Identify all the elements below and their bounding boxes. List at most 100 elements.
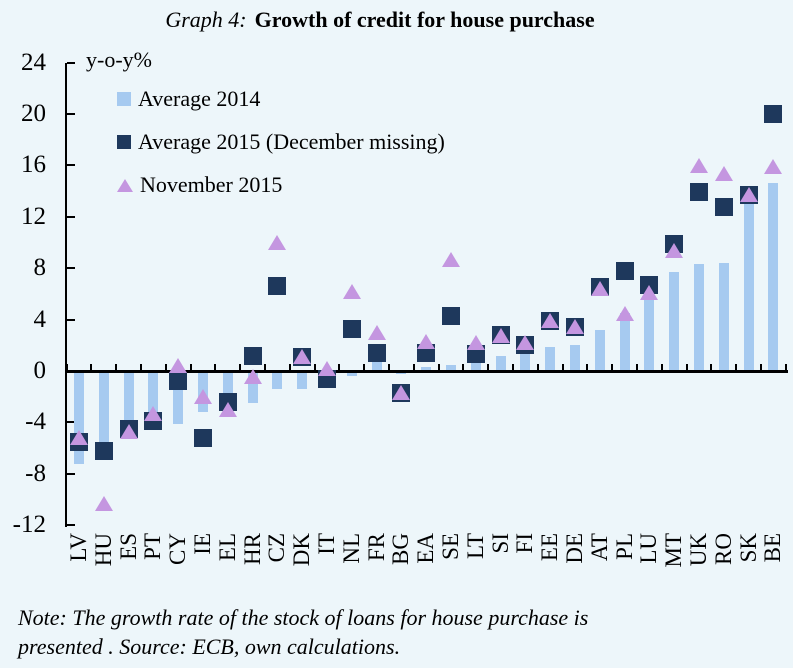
x-category-label: SE <box>438 533 463 560</box>
bar-avg2014 <box>247 371 258 404</box>
nov2015-marker <box>293 349 312 365</box>
x-category-label: EA <box>413 533 439 564</box>
avg2015-marker <box>194 428 212 447</box>
x-category-label: EL <box>214 533 240 562</box>
x-category-label: FR <box>363 533 389 562</box>
x-tick <box>611 363 614 371</box>
x-tick <box>462 363 465 371</box>
nov2015-triangle-icon <box>117 178 133 192</box>
bar-avg2014 <box>718 263 729 371</box>
bar-avg2014 <box>470 363 481 371</box>
x-category-label: SK <box>735 533 761 563</box>
nov2015-marker <box>566 318 584 334</box>
x-tick <box>660 363 663 371</box>
y-axis-line <box>65 62 67 528</box>
x-category-label: RO <box>710 533 736 565</box>
avg2015-marker <box>367 344 386 362</box>
x-tick <box>264 363 266 371</box>
avg2015-marker <box>442 306 460 325</box>
x-category-label: BG <box>388 533 414 565</box>
bar-avg2014 <box>74 371 84 464</box>
legend-label-avg2015: Average 2015 (December missing) <box>138 129 445 154</box>
bar-avg2014 <box>173 371 184 424</box>
x-tick <box>313 363 316 371</box>
y-tick-label: 12 <box>21 202 46 230</box>
avg2015-marker <box>94 441 113 460</box>
avg2015-marker <box>615 261 634 280</box>
zero-line <box>65 369 788 373</box>
x-tick <box>65 363 68 371</box>
bar-avg2014 <box>520 353 531 371</box>
legend-entry-avg2014: Average 2014 <box>117 84 445 114</box>
x-tick <box>189 363 192 371</box>
x-tick <box>239 363 242 371</box>
nov2015-marker <box>615 305 634 321</box>
nov2015-marker <box>516 335 535 351</box>
nov2015-marker <box>218 402 237 418</box>
avg2015-marker <box>169 372 188 391</box>
x-category-label: CY <box>165 533 191 565</box>
x-tick <box>437 363 440 371</box>
y-tick-label: 8 <box>33 254 47 282</box>
bar-avg2014 <box>272 371 283 389</box>
x-tick <box>636 363 638 371</box>
y-tick-label: 4 <box>33 305 47 333</box>
x-tick <box>710 363 713 371</box>
x-tick <box>586 363 589 371</box>
x-category-label: UK <box>686 533 711 567</box>
x-tick <box>338 363 341 371</box>
bar-avg2014 <box>346 371 357 377</box>
y-tick-label: 0 <box>33 357 47 384</box>
nov2015-marker <box>491 327 510 343</box>
y-tick <box>67 318 75 321</box>
x-tick <box>784 363 787 371</box>
y-tick <box>67 267 75 270</box>
x-tick <box>735 363 738 371</box>
nov2015-marker <box>764 159 783 175</box>
x-tick <box>363 363 366 371</box>
nov2015-marker <box>541 313 560 329</box>
nov2015-marker <box>144 405 163 421</box>
nov2015-marker <box>714 165 733 181</box>
avg2015-marker <box>268 277 287 296</box>
nov2015-marker <box>119 423 138 439</box>
nov2015-marker <box>739 187 758 203</box>
x-category-label: SI <box>487 533 513 554</box>
bar-avg2014 <box>619 313 630 371</box>
avg2015-marker <box>690 183 708 202</box>
bar-avg2014 <box>495 355 506 371</box>
x-tick <box>164 363 167 371</box>
x-category-label: AT <box>586 533 612 562</box>
nov2015-marker <box>318 360 336 376</box>
x-tick <box>412 363 415 371</box>
nov2015-marker <box>392 385 411 401</box>
avg2015-marker <box>243 346 262 365</box>
nov2015-marker <box>665 242 684 258</box>
x-tick <box>561 363 564 371</box>
bar-avg2014 <box>98 371 109 449</box>
nov2015-marker <box>268 235 287 250</box>
legend-label-avg2014: Average 2014 <box>138 86 261 111</box>
x-category-label: PT <box>140 533 166 560</box>
x-category-label: DK <box>289 533 315 567</box>
x-tick <box>214 363 217 371</box>
avg2015-marker <box>714 197 733 216</box>
x-category-label: ES <box>115 533 141 560</box>
x-tick <box>760 363 762 371</box>
nov2015-marker <box>243 368 262 384</box>
bar-avg2014 <box>570 345 580 371</box>
bar-avg2014 <box>446 364 456 371</box>
nov2015-marker <box>194 389 212 405</box>
x-category-label: LV <box>66 533 91 562</box>
nov2015-marker <box>417 333 436 349</box>
x-category-label: LT <box>462 533 488 559</box>
x-category-label: CZ <box>264 533 290 563</box>
avg2015-marker <box>764 105 783 123</box>
bar-avg2014 <box>123 371 134 436</box>
x-tick <box>487 363 490 371</box>
nov2015-marker <box>442 251 460 267</box>
x-category-label: LU <box>636 533 662 564</box>
bar-avg2014 <box>421 367 432 371</box>
